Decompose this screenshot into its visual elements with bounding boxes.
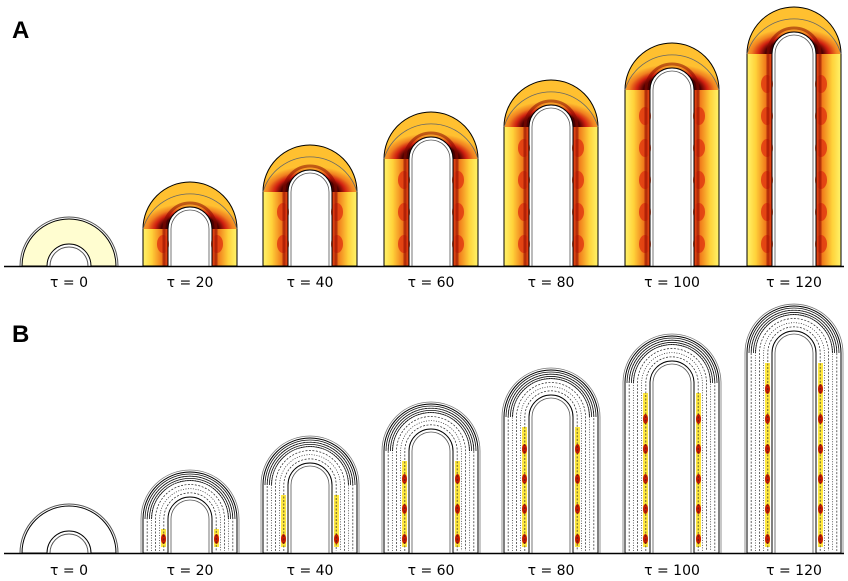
panel-b-contours — [19, 303, 844, 554]
panel-a-heatmap — [19, 6, 842, 267]
tau-labels-b: τ = 0 τ = 20 τ = 40 τ = 60 τ = 80 τ = 100 τ = … — [50, 563, 822, 579]
stage-heat-tau-60 — [383, 111, 479, 267]
tau-label: τ = 20 — [167, 275, 214, 291]
stage-heat-tau-20 — [142, 181, 238, 267]
tau-label: τ = 120 — [766, 275, 822, 291]
stage-contour-tau-0 — [19, 503, 119, 554]
tau-label: τ = 100 — [644, 275, 700, 291]
stage-contour-tau-120 — [744, 303, 844, 554]
tau-label: τ = 40 — [287, 275, 334, 291]
tau-label: τ = 0 — [50, 563, 88, 579]
stage-contour-tau-60 — [381, 401, 481, 554]
stage-heat-tau-0 — [19, 216, 119, 267]
stage-contour-tau-80 — [501, 367, 601, 554]
panel-label-b: B — [12, 321, 29, 348]
panel-label-a: A — [12, 17, 29, 44]
tau-label: τ = 0 — [50, 275, 88, 291]
tau-label: τ = 100 — [644, 563, 700, 579]
stage-heat-tau-120 — [746, 6, 842, 267]
stage-contour-tau-100 — [622, 333, 722, 554]
stage-contour-tau-40 — [260, 435, 360, 554]
tau-label: τ = 80 — [528, 275, 575, 291]
stage-heat-tau-100 — [624, 42, 720, 267]
tau-labels-a: τ = 0 τ = 20 τ = 40 τ = 60 τ = 80 τ = 100 τ = … — [50, 275, 822, 291]
tau-label: τ = 60 — [408, 563, 455, 579]
stage-heat-tau-40 — [262, 144, 358, 267]
tau-label: τ = 80 — [528, 563, 575, 579]
tau-label: τ = 40 — [287, 563, 334, 579]
tau-label: τ = 60 — [408, 275, 455, 291]
tau-label: τ = 120 — [766, 563, 822, 579]
tau-label: τ = 20 — [167, 563, 214, 579]
stage-heat-tau-80 — [503, 79, 599, 267]
stage-contour-tau-20 — [140, 469, 240, 554]
